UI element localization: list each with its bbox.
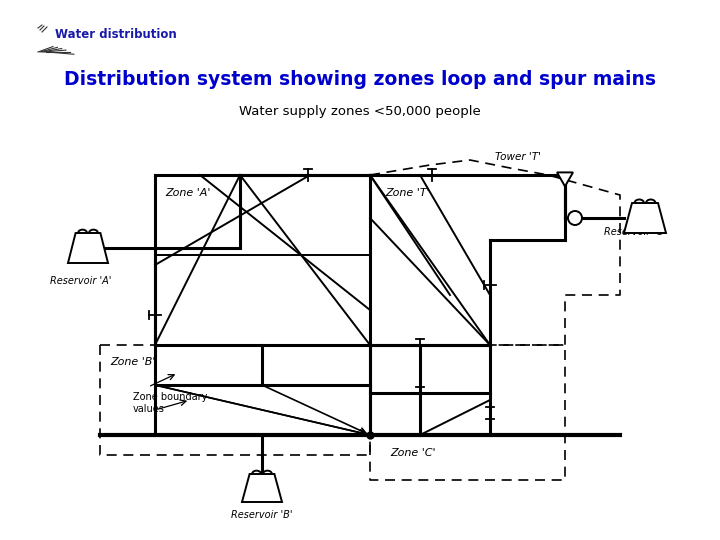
Text: Zone 'A': Zone 'A' — [165, 188, 210, 198]
Circle shape — [568, 211, 582, 225]
Polygon shape — [68, 233, 108, 263]
Text: Water distribution: Water distribution — [55, 28, 176, 41]
Text: Tower 'T': Tower 'T' — [495, 152, 541, 162]
Text: Zone 'C': Zone 'C' — [390, 448, 436, 458]
Text: Distribution system showing zones loop and spur mains: Distribution system showing zones loop a… — [64, 70, 656, 89]
Text: Zone 'T': Zone 'T' — [385, 188, 430, 198]
Polygon shape — [242, 474, 282, 502]
Text: Water supply zones <50,000 people: Water supply zones <50,000 people — [239, 105, 481, 118]
Polygon shape — [624, 203, 666, 233]
Text: Reservoir 'A': Reservoir 'A' — [50, 276, 112, 286]
Text: Zone 'B': Zone 'B' — [110, 357, 156, 367]
Text: Reservoir 'C': Reservoir 'C' — [604, 227, 665, 237]
Polygon shape — [557, 172, 573, 186]
Text: Reservoir 'B': Reservoir 'B' — [231, 510, 293, 520]
Text: Zone boundary
values: Zone boundary values — [133, 392, 207, 414]
